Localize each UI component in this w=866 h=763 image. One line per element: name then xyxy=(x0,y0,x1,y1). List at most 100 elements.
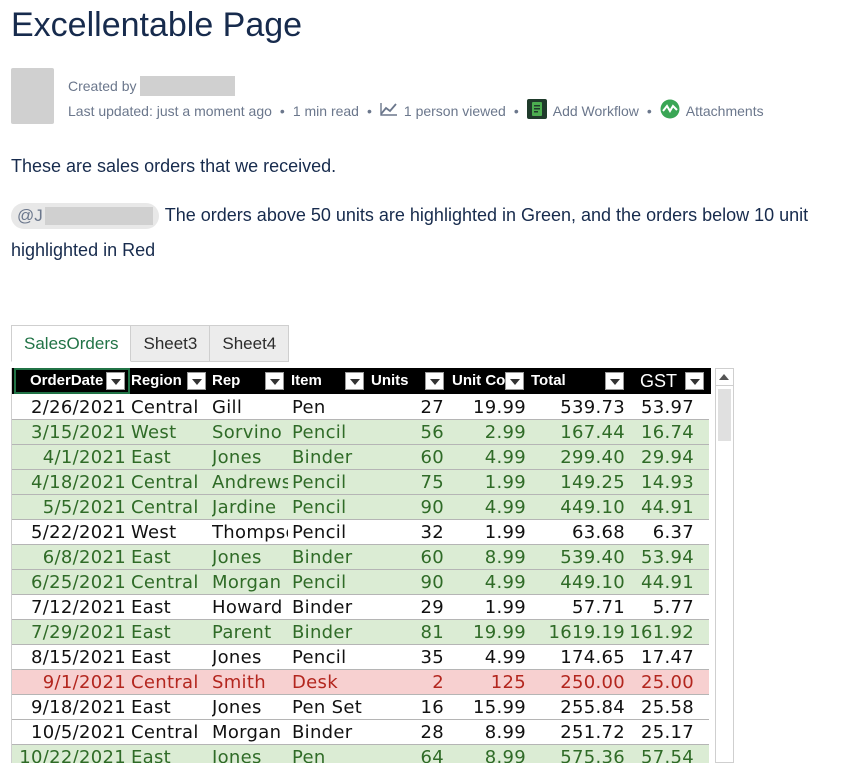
filter-dropdown-icon[interactable] xyxy=(187,372,206,390)
table-cell[interactable]: 60 xyxy=(420,447,444,468)
column-header-gst[interactable]: GST xyxy=(640,371,678,391)
table-cell[interactable]: 4/1/2021 xyxy=(42,447,126,468)
table-cell[interactable]: 53.97 xyxy=(640,397,694,418)
table-cell[interactable]: 4.99 xyxy=(484,447,526,468)
table-cell[interactable]: 63.68 xyxy=(571,522,625,543)
table-cell[interactable]: 9/1/2021 xyxy=(42,672,126,693)
table-cell[interactable]: Howard xyxy=(212,597,283,618)
table-cell[interactable]: 32 xyxy=(420,522,444,543)
table-cell[interactable]: 161.92 xyxy=(629,622,694,643)
table-cell[interactable]: Central xyxy=(131,572,199,593)
table-cell[interactable]: Binder xyxy=(292,622,353,643)
table-cell[interactable]: 10/22/2021 xyxy=(19,747,126,763)
table-cell[interactable]: 6/25/2021 xyxy=(31,572,126,593)
table-cell[interactable]: 29 xyxy=(420,597,444,618)
table-cell[interactable]: 539.73 xyxy=(560,397,625,418)
attachments-button[interactable]: Attachments xyxy=(685,102,764,119)
table-cell[interactable]: Pencil xyxy=(292,472,347,493)
table-cell[interactable]: Morgan xyxy=(212,572,282,593)
table-cell[interactable]: 29.94 xyxy=(640,447,694,468)
table-cell[interactable]: 9/18/2021 xyxy=(31,697,126,718)
table-cell[interactable]: 19.99 xyxy=(472,622,526,643)
filter-dropdown-icon[interactable] xyxy=(425,372,444,390)
table-cell[interactable]: 90 xyxy=(420,572,444,593)
table-cell[interactable]: 35 xyxy=(420,647,444,668)
scrollbar-thumb[interactable] xyxy=(718,389,731,441)
author-avatar[interactable] xyxy=(11,68,54,124)
column-header-rep[interactable]: Rep xyxy=(212,372,241,389)
table-cell[interactable]: Central xyxy=(131,672,199,693)
table-cell[interactable]: 7/12/2021 xyxy=(31,597,126,618)
table-cell[interactable]: Binder xyxy=(292,447,353,468)
filter-dropdown-icon[interactable] xyxy=(106,372,125,390)
table-cell[interactable]: 15.99 xyxy=(472,697,526,718)
table-cell[interactable]: 5/5/2021 xyxy=(42,497,126,518)
table-cell[interactable]: Pencil xyxy=(292,647,347,668)
table-cell[interactable]: 25.00 xyxy=(640,672,694,693)
table-cell[interactable]: Jones xyxy=(212,647,262,668)
table-cell[interactable]: East xyxy=(131,447,172,468)
table-cell[interactable]: West xyxy=(131,422,177,443)
table-cell[interactable]: 60 xyxy=(420,547,444,568)
table-cell[interactable]: East xyxy=(131,597,172,618)
scroll-up-icon[interactable] xyxy=(716,369,733,386)
table-cell[interactable]: 299.40 xyxy=(560,447,625,468)
table-cell[interactable]: 8.99 xyxy=(484,722,526,743)
table-cell[interactable]: 149.25 xyxy=(560,472,625,493)
column-header-total[interactable]: Total xyxy=(531,372,566,389)
table-cell[interactable]: Pen xyxy=(292,397,326,418)
table-cell[interactable]: 75 xyxy=(420,472,444,493)
table-cell[interactable]: 7/29/2021 xyxy=(31,622,126,643)
table-cell[interactable]: Jones xyxy=(212,447,262,468)
table-cell[interactable]: 5.77 xyxy=(652,597,694,618)
table-cell[interactable]: Morgan xyxy=(212,722,282,743)
table-cell[interactable]: Binder xyxy=(292,597,353,618)
table-cell[interactable]: Pen xyxy=(292,747,326,763)
column-header-item[interactable]: Item xyxy=(291,372,322,389)
table-cell[interactable]: 4.99 xyxy=(484,647,526,668)
table-cell[interactable]: 44.91 xyxy=(640,497,694,518)
table-cell[interactable]: Central xyxy=(131,722,199,743)
table-cell[interactable]: East xyxy=(131,747,172,763)
tab-sheet3[interactable]: Sheet3 xyxy=(131,325,211,362)
table-cell[interactable]: 167.44 xyxy=(560,422,625,443)
table-cell[interactable]: Pencil xyxy=(292,497,347,518)
table-cell[interactable]: Central xyxy=(131,397,199,418)
table-cell[interactable]: 4.99 xyxy=(484,497,526,518)
table-cell[interactable]: 64 xyxy=(420,747,444,763)
table-cell[interactable]: 44.91 xyxy=(640,572,694,593)
table-cell[interactable]: 4.99 xyxy=(484,572,526,593)
table-cell[interactable]: 27 xyxy=(420,397,444,418)
vertical-scrollbar[interactable] xyxy=(715,368,734,763)
table-cell[interactable]: 2.99 xyxy=(484,422,526,443)
table-cell[interactable]: 1.99 xyxy=(484,522,526,543)
table-cell[interactable]: 19.99 xyxy=(472,397,526,418)
table-cell[interactable]: 2 xyxy=(432,672,444,693)
table-cell[interactable]: 539.40 xyxy=(560,547,625,568)
filter-dropdown-icon[interactable] xyxy=(605,372,624,390)
table-cell[interactable]: East xyxy=(131,622,172,643)
table-cell[interactable]: Central xyxy=(131,472,199,493)
table-cell[interactable]: 90 xyxy=(420,497,444,518)
table-cell[interactable]: 250.00 xyxy=(560,672,625,693)
table-cell[interactable]: 1.99 xyxy=(484,472,526,493)
filter-dropdown-icon[interactable] xyxy=(505,372,524,390)
table-cell[interactable]: 8/15/2021 xyxy=(31,647,126,668)
column-header-unit-cost[interactable]: Unit Cost xyxy=(452,372,506,389)
table-cell[interactable]: 56 xyxy=(420,422,444,443)
table-cell[interactable]: East xyxy=(131,697,172,718)
table-cell[interactable]: Pencil xyxy=(292,422,347,443)
table-cell[interactable]: Thompson xyxy=(212,522,288,543)
table-cell[interactable]: 81 xyxy=(420,622,444,643)
table-cell[interactable]: 10/5/2021 xyxy=(31,722,126,743)
table-cell[interactable]: East xyxy=(131,647,172,668)
add-workflow-button[interactable]: Add Workflow xyxy=(552,102,639,119)
table-cell[interactable]: 125 xyxy=(490,672,526,693)
table-cell[interactable]: 8.99 xyxy=(484,747,526,763)
table-cell[interactable]: 6/8/2021 xyxy=(42,547,126,568)
filter-dropdown-icon[interactable] xyxy=(265,372,284,390)
table-cell[interactable]: Jones xyxy=(212,747,262,763)
table-cell[interactable]: 575.36 xyxy=(560,747,625,763)
table-cell[interactable]: 8.99 xyxy=(484,547,526,568)
